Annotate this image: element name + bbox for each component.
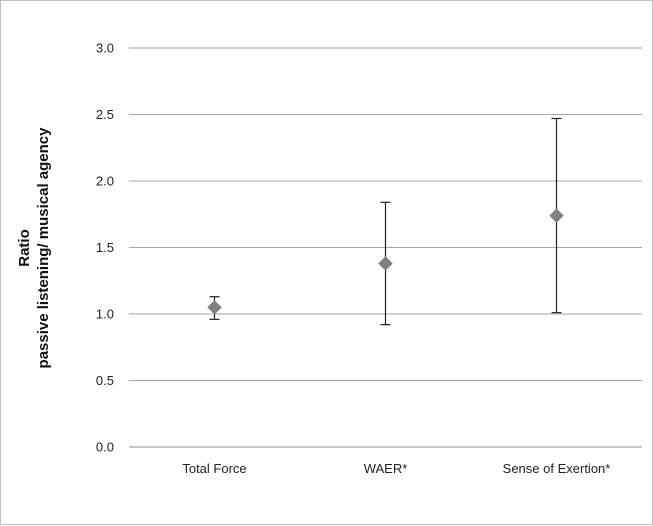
x-tick-label: Sense of Exertion* (503, 461, 611, 476)
y-tick-labels: 0.0 0.5 1.0 1.5 2.0 2.5 3.0 (96, 41, 114, 455)
x-tick-label: WAER* (364, 461, 408, 476)
y-tick-label: 3.0 (96, 41, 114, 56)
y-tick-label: 2.5 (96, 107, 114, 122)
x-tick-label: Total Force (182, 461, 246, 476)
y-tick-label: 1.5 (96, 240, 114, 255)
y-tick-label: 0.5 (96, 373, 114, 388)
y-axis-title-line-2: passive listening/ musical agency (35, 127, 52, 369)
y-tick-label: 0.0 (96, 440, 114, 455)
data-point (207, 300, 222, 315)
x-tick-labels: Total Force WAER* Sense of Exertion* (182, 461, 610, 476)
data-point (378, 256, 393, 271)
y-tick-label: 2.0 (96, 174, 114, 189)
y-tick-label: 1.0 (96, 307, 114, 322)
y-axis-title-line-1: Ratio (16, 229, 33, 267)
error-bars (209, 117, 562, 326)
data-points (207, 208, 564, 315)
data-point (549, 208, 564, 223)
